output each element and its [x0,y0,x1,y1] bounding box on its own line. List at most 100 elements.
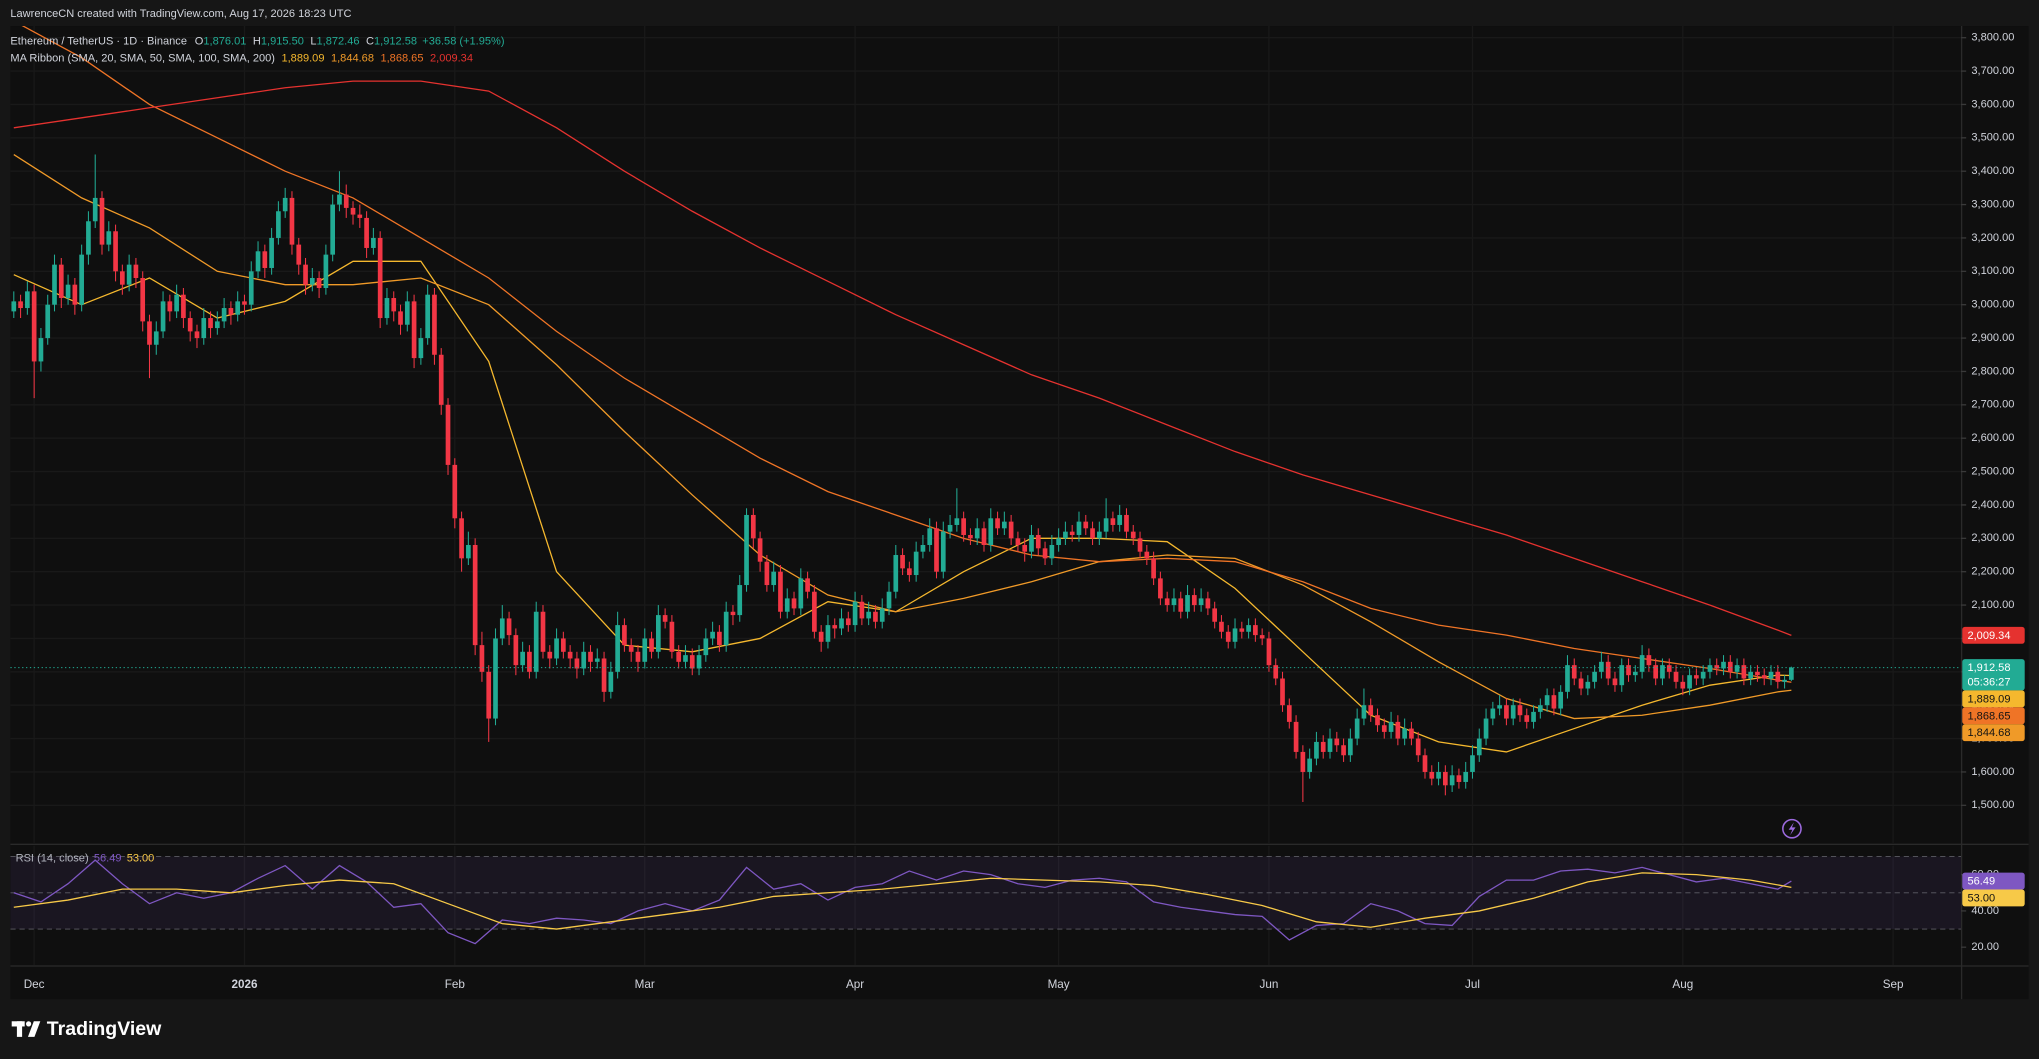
price-tag-label: 1,912.58 [1967,662,2010,674]
candle-body [1314,741,1319,759]
candle-body [1381,725,1387,732]
candle-body [927,528,933,545]
candle-body [615,625,620,672]
candle-body [1517,705,1523,716]
candle-body [58,264,64,299]
candle-body [106,231,112,245]
alert-bolt[interactable] [1788,822,1796,836]
candle-body [947,524,953,532]
alert-circle[interactable] [1782,818,1802,839]
candle-body [1049,544,1055,559]
candle-body [1056,538,1061,545]
logo-t-stem[interactable] [16,1021,23,1037]
candle-body [1144,551,1150,559]
candle-body [750,514,756,539]
candle-body [662,615,668,622]
candle-body [1008,521,1014,539]
candle-body [1476,738,1482,756]
candle-body [1178,598,1184,612]
candle-body [1497,705,1502,709]
candle-body [1158,578,1163,599]
candle-body [208,318,213,329]
candle-body [1456,775,1462,782]
y-tick-label: 2,200.00 [1971,566,2014,578]
candle-body [893,555,899,592]
candle-body [1789,667,1794,680]
alert-icon[interactable] [1782,818,1802,839]
candle-body [832,625,838,629]
candle-body [18,301,23,309]
candle-body [1103,518,1109,532]
candle-body [1605,661,1611,679]
candle-body [1463,771,1469,782]
candle-body [1151,558,1156,579]
logo-dot[interactable] [26,1021,32,1027]
candle-body [330,204,336,255]
candle-body [303,264,308,285]
candle-body [445,404,451,465]
candle-body [11,301,17,312]
candle-body [1524,715,1530,722]
brand-name[interactable]: TradingView [47,1018,162,1040]
candle-body [438,354,444,405]
brand-logo[interactable]: TradingView [11,1018,162,1040]
logo-slash[interactable] [27,1021,41,1037]
price-change: +36.58 (+1.95%) [422,36,504,48]
candle-body [221,308,227,322]
candle-body [1198,598,1204,606]
candle-body [466,544,471,559]
candle-body [126,264,132,285]
rsi-tick-label: 20.00 [1971,941,1999,953]
y-tick-label: 2,100.00 [1971,599,2014,611]
candle-body [255,251,261,272]
rsi-title: RSI (14, close) [16,853,89,865]
candle-body [1171,598,1177,606]
candle-body [1422,755,1428,772]
candle-body [791,598,797,609]
rsi-legend: RSI (14, close) 56.49 53.00 [16,853,155,865]
indicator-value: 1,844.68 [331,52,374,64]
rsi-value: 53.00 [127,853,155,865]
candle-body [1124,514,1129,532]
candle-body [1266,638,1272,666]
candle-body [459,518,464,559]
candle-body [99,197,105,245]
candle-body [1117,514,1123,525]
y-tick-label: 2,300.00 [1971,532,2014,544]
candle-body [940,531,946,572]
candle-body [1612,678,1618,686]
candle-body [886,591,892,609]
price-tag-label: 1,868.65 [1967,710,2010,722]
candle-body [988,518,994,545]
ohlc-legend: Ethereum / TetherUS · 1D · Binance O1,876… [10,36,504,48]
candle-body [1327,738,1333,752]
candle-body [499,618,505,639]
candle-body [1551,695,1557,709]
candle-body [1286,705,1292,722]
candle-body [1029,534,1034,552]
indicator-legend: MA Ribbon (SMA, 20, SMA, 50, SMA, 100, S… [10,52,473,64]
candle-body [133,264,139,279]
ohlc-value: 1,912.58 [374,36,417,48]
candle-body [1775,671,1781,682]
candle-body [391,298,397,312]
candle-body [1660,665,1665,679]
y-tick-label: 3,000.00 [1971,299,2014,311]
price-tag [1962,626,2025,644]
indicator-title: MA Ribbon (SMA, 20, SMA, 50, SMA, 100, S… [10,52,275,64]
candle-body [1673,671,1679,682]
price-tag-label: 56.49 [1967,876,1995,888]
candle-body [1280,678,1285,706]
candle-body [900,555,905,569]
y-tick-label: 2,900.00 [1971,332,2014,344]
y-tick-label: 3,300.00 [1971,198,2014,210]
candle-body [1504,705,1509,719]
candle-body [737,585,743,616]
candle-body [364,217,369,248]
candle-body [561,638,566,652]
candle-body [1069,531,1075,535]
candle-body [1429,771,1435,779]
candle-body [669,621,675,652]
